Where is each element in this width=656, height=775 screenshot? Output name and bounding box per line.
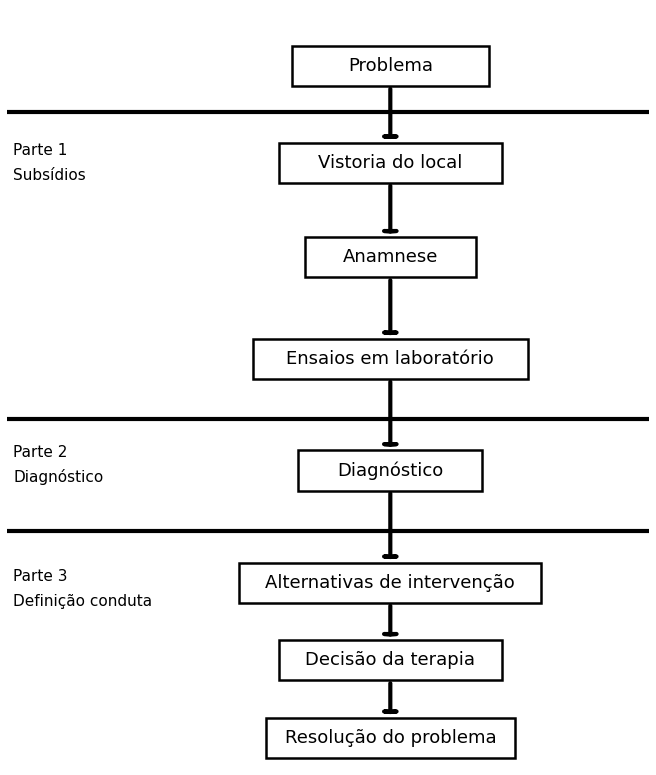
Text: Decisão da terapia: Decisão da terapia bbox=[305, 651, 476, 670]
Bar bbox=[279, 143, 502, 183]
Bar bbox=[292, 46, 489, 86]
Bar bbox=[279, 640, 502, 680]
Text: Vistoria do local: Vistoria do local bbox=[318, 153, 462, 172]
Text: Alternativas de intervenção: Alternativas de intervenção bbox=[266, 574, 515, 592]
Bar bbox=[253, 339, 528, 379]
Text: Definição conduta: Definição conduta bbox=[13, 594, 152, 609]
Text: Ensaios em laboratório: Ensaios em laboratório bbox=[287, 350, 494, 368]
Bar bbox=[266, 718, 515, 758]
Text: Subsídios: Subsídios bbox=[13, 167, 86, 183]
Text: Parte 2: Parte 2 bbox=[13, 445, 68, 460]
Text: Diagnóstico: Diagnóstico bbox=[337, 461, 443, 480]
Text: Anamnese: Anamnese bbox=[342, 248, 438, 267]
Text: Diagnóstico: Diagnóstico bbox=[13, 470, 104, 485]
Text: Parte 1: Parte 1 bbox=[13, 143, 68, 158]
Bar bbox=[298, 450, 482, 491]
Text: Resolução do problema: Resolução do problema bbox=[285, 728, 496, 747]
Bar bbox=[305, 237, 476, 277]
Bar bbox=[239, 563, 541, 603]
Text: Parte 3: Parte 3 bbox=[13, 569, 68, 584]
Text: Problema: Problema bbox=[348, 57, 433, 75]
